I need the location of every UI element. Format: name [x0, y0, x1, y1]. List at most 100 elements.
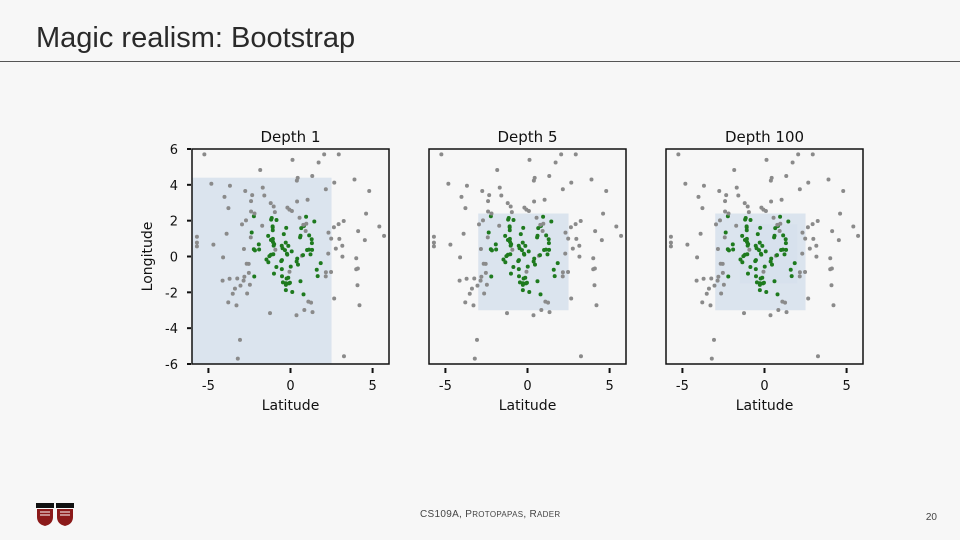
- out-sample-point: [499, 193, 504, 198]
- y-tick-label: 0: [170, 251, 178, 266]
- out-sample-point: [322, 152, 327, 157]
- in-sample-point: [299, 226, 304, 231]
- in-sample-point: [547, 247, 552, 252]
- out-sample-point: [542, 197, 547, 202]
- out-sample-point: [578, 354, 583, 359]
- out-sample-point: [805, 225, 810, 230]
- out-sample-point: [487, 193, 492, 198]
- out-sample-point: [226, 300, 231, 305]
- out-sample-point: [709, 356, 714, 361]
- out-sample-point: [722, 235, 727, 240]
- out-sample-point: [194, 234, 199, 239]
- out-sample-point: [723, 209, 728, 214]
- page-number: 20: [925, 512, 937, 523]
- x-axis-label: Latitude: [736, 398, 794, 414]
- out-sample-point: [290, 157, 295, 162]
- out-sample-point: [764, 157, 769, 162]
- out-sample-point: [457, 278, 462, 283]
- out-sample-point: [811, 236, 816, 241]
- y-tick-label: -6: [165, 358, 178, 373]
- out-sample-point: [704, 291, 709, 296]
- out-sample-point: [732, 167, 737, 172]
- in-sample-point: [520, 282, 525, 287]
- out-sample-point: [527, 157, 532, 162]
- x-tick-label: 5: [842, 379, 850, 394]
- out-sample-point: [220, 278, 225, 283]
- out-sample-point: [268, 201, 273, 206]
- out-sample-point: [797, 187, 802, 192]
- out-sample-point: [593, 229, 598, 234]
- in-sample-point: [731, 247, 736, 252]
- out-sample-point: [508, 204, 513, 209]
- out-sample-point: [224, 231, 229, 236]
- in-sample-point: [761, 280, 766, 285]
- out-sample-point: [547, 310, 552, 315]
- in-sample-point: [270, 236, 275, 241]
- out-sample-point: [829, 266, 834, 271]
- out-sample-point: [273, 247, 278, 252]
- in-sample-point: [270, 228, 275, 233]
- in-sample-point: [274, 217, 279, 222]
- out-sample-point: [619, 233, 624, 238]
- in-sample-point: [486, 230, 491, 235]
- in-sample-point: [283, 282, 288, 287]
- decision-region: [192, 177, 332, 364]
- out-sample-point: [553, 160, 558, 165]
- slide-title: Magic realism: Bootstrap: [36, 22, 356, 54]
- out-sample-point: [332, 296, 337, 301]
- out-sample-point: [472, 356, 477, 361]
- out-sample-point: [211, 242, 216, 247]
- out-sample-point: [532, 199, 537, 204]
- out-sample-point: [594, 303, 599, 308]
- out-sample-point: [486, 209, 491, 214]
- out-sample-point: [340, 254, 345, 259]
- out-sample-point: [700, 300, 705, 305]
- in-sample-point: [307, 233, 312, 238]
- in-sample-point: [783, 241, 788, 246]
- out-sample-point: [464, 183, 469, 188]
- out-sample-point: [831, 303, 836, 308]
- out-sample-point: [806, 296, 811, 301]
- out-sample-point: [736, 193, 741, 198]
- out-sample-point: [467, 291, 472, 296]
- out-sample-point: [601, 211, 606, 216]
- in-sample-point: [781, 233, 786, 238]
- in-sample-point: [493, 242, 498, 247]
- out-sample-point: [352, 177, 357, 182]
- plot-frame: [428, 148, 627, 365]
- in-sample-point: [521, 276, 526, 281]
- out-sample-point: [720, 270, 725, 275]
- out-sample-point: [803, 236, 808, 241]
- out-sample-point: [592, 283, 597, 288]
- out-sample-point: [310, 174, 315, 179]
- in-sample-point: [763, 249, 768, 254]
- in-sample-point: [772, 279, 777, 284]
- out-sample-point: [796, 152, 801, 157]
- out-sample-point: [329, 270, 334, 275]
- in-sample-point: [552, 274, 557, 279]
- out-sample-point: [469, 286, 474, 291]
- x-tick-label: -5: [439, 379, 452, 394]
- out-sample-point: [547, 174, 552, 179]
- out-sample-point: [478, 278, 483, 283]
- out-sample-point: [701, 276, 706, 281]
- in-sample-point: [754, 280, 759, 285]
- in-sample-point: [725, 247, 730, 252]
- in-sample-point: [507, 225, 512, 230]
- in-sample-point: [782, 252, 787, 257]
- out-sample-point: [708, 303, 713, 308]
- in-sample-point: [279, 274, 284, 279]
- in-sample-point: [744, 225, 749, 230]
- in-sample-point: [257, 247, 262, 252]
- out-sample-point: [589, 177, 594, 182]
- chart-title: Depth 100: [725, 128, 804, 146]
- in-sample-point: [507, 240, 512, 245]
- out-sample-point: [249, 199, 254, 204]
- out-sample-point: [471, 303, 476, 308]
- in-sample-point: [295, 262, 300, 267]
- out-sample-point: [724, 193, 729, 198]
- out-sample-point: [856, 233, 861, 238]
- out-sample-point: [578, 218, 583, 223]
- in-sample-point: [301, 292, 306, 297]
- out-sample-point: [814, 243, 819, 248]
